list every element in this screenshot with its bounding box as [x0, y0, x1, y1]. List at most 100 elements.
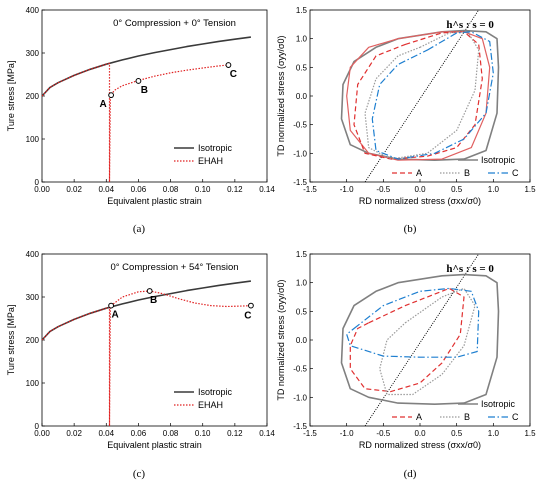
marker-C	[225, 62, 232, 68]
x-tick-label: 0.02	[66, 185, 82, 194]
legend-label: A	[416, 168, 422, 178]
x-tick-label: 0.12	[227, 429, 243, 438]
x-tick-label: 0.0	[414, 429, 426, 438]
marker-A	[108, 302, 115, 309]
series-c-line	[371, 31, 494, 160]
y-tick-label: 100	[26, 135, 40, 144]
series-isotropic-line	[42, 36, 252, 97]
x-axis-label: Equivalent plastic strain	[107, 440, 202, 450]
x-axis-label: Equivalent plastic strain	[107, 196, 202, 206]
marker-label-A: A	[111, 310, 118, 321]
y-tick-label: 1.5	[296, 6, 308, 15]
y-tick-label: -0.5	[293, 365, 307, 374]
plot-area	[42, 36, 252, 182]
y-tick-label: 300	[26, 293, 40, 302]
panel-c: 0.00 0.02 0.04 0.06 0.08 0.10 0.12 0.14 0 100 200 3…	[6, 250, 275, 450]
y-tick-label: -1.5	[293, 422, 307, 431]
x-tick-label: -1.5	[303, 429, 317, 438]
x-tick-label: 0.00	[34, 185, 50, 194]
reference-line	[364, 254, 480, 426]
chart-title: 0° Compression + 54° Tension	[110, 262, 238, 273]
marker-B	[135, 78, 142, 84]
x-tick-label: 0.12	[227, 185, 243, 194]
marker-A	[108, 92, 115, 99]
plot-frame	[41, 253, 268, 427]
series-c-line	[346, 287, 480, 358]
caption-c: (c)	[133, 468, 146, 480]
x-tick-label: 0.14	[259, 429, 275, 438]
y-tick-label: -1.5	[293, 178, 307, 187]
series-isotropic-line	[340, 29, 500, 161]
x-tick-label: 0.5	[451, 185, 463, 194]
x-tick-label: -0.5	[376, 185, 390, 194]
y-axis-label: TD normalized stress (σyy/σ0)	[276, 35, 286, 156]
plot-frame	[41, 9, 268, 183]
x-tick-label: 1.0	[488, 429, 500, 438]
series-a-line	[353, 31, 483, 160]
y-tick-label: 0	[35, 422, 40, 431]
y-tick-label: 400	[26, 250, 40, 259]
y-tick-label: 300	[26, 49, 40, 58]
x-tick-label: 1.5	[524, 185, 536, 194]
legend-label: B	[464, 412, 470, 422]
y-tick-label: 0.5	[296, 63, 308, 72]
plot-area	[42, 280, 252, 426]
x-tick-label: 0.06	[131, 185, 147, 194]
x-tick-label: 0.04	[98, 185, 114, 194]
y-tick-label: 400	[26, 6, 40, 15]
y-tick-label: 0	[35, 178, 40, 187]
marker-label-A: A	[99, 99, 106, 110]
x-axis-label: RD normalized stress (σxx/σ0)	[359, 440, 481, 450]
x-tick-label: 0.10	[195, 429, 211, 438]
y-tick-label: 0.5	[296, 307, 308, 316]
series-ehah-line	[42, 62, 229, 182]
legend-label: C	[512, 412, 519, 422]
series-unlabeled-line	[346, 31, 491, 161]
x-tick-label: -1.0	[340, 185, 354, 194]
x-tick-label: 1.5	[524, 429, 536, 438]
panel-d: -1.5 -1.0 -0.5 0.0 0.5 1.0 1.5 -1.5 -1.0 -0.5 0.0 0…	[276, 250, 536, 450]
y-tick-label: -1.0	[293, 393, 307, 402]
caption-a: (a)	[133, 223, 146, 235]
x-axis-label: RD normalized stress (σxx/σ0)	[359, 196, 481, 206]
y-tick-label: 100	[26, 379, 40, 388]
legend-label: C	[512, 168, 519, 178]
x-tick-label: 0.00	[34, 429, 50, 438]
x-tick-label: 0.5	[451, 429, 463, 438]
y-axis-label: Ture stress [MPa]	[6, 305, 16, 376]
marker-label-B: B	[150, 295, 157, 306]
x-tick-label: 0.0	[414, 185, 426, 194]
caption-b: (b)	[404, 223, 417, 235]
panel-a: 0.00 0.02 0.04 0.06 0.08 0.10 0.12 0.14 0 100 200 3…	[6, 6, 275, 206]
marker-C	[248, 302, 254, 309]
x-tick-label: -0.5	[376, 429, 390, 438]
marker-label-B: B	[141, 85, 148, 96]
x-tick-label: -1.0	[340, 429, 354, 438]
series-ehah-line	[42, 290, 251, 426]
series-a-line	[349, 287, 465, 393]
legend-label: EHAH	[198, 400, 223, 410]
annotation-label: h^s : s = 0	[446, 263, 494, 275]
y-tick-label: -0.5	[293, 121, 307, 130]
legend-label: A	[416, 412, 422, 422]
legend-label: Isotropic	[198, 387, 233, 397]
y-tick-label: 200	[26, 92, 40, 101]
y-tick-label: 0.0	[296, 336, 308, 345]
annotation-label: h^s : s = 0	[446, 19, 494, 31]
y-tick-label: 1.0	[296, 35, 308, 44]
x-tick-label: -1.5	[303, 185, 317, 194]
x-tick-label: 0.06	[131, 429, 147, 438]
x-tick-label: 1.0	[488, 185, 500, 194]
legend-label: EHAH	[198, 156, 223, 166]
x-tick-label: 0.10	[195, 185, 211, 194]
series-isotropic-line	[340, 273, 500, 405]
x-tick-label: 0.04	[98, 429, 114, 438]
legend-label: Isotropic	[481, 399, 516, 409]
y-axis-label: Ture stress [MPa]	[6, 61, 16, 132]
y-tick-label: 1.0	[296, 279, 308, 288]
caption-d: (d)	[404, 468, 417, 480]
legend-label: Isotropic	[198, 143, 233, 153]
x-tick-label: 0.02	[66, 429, 82, 438]
y-tick-label: 0.0	[296, 92, 308, 101]
